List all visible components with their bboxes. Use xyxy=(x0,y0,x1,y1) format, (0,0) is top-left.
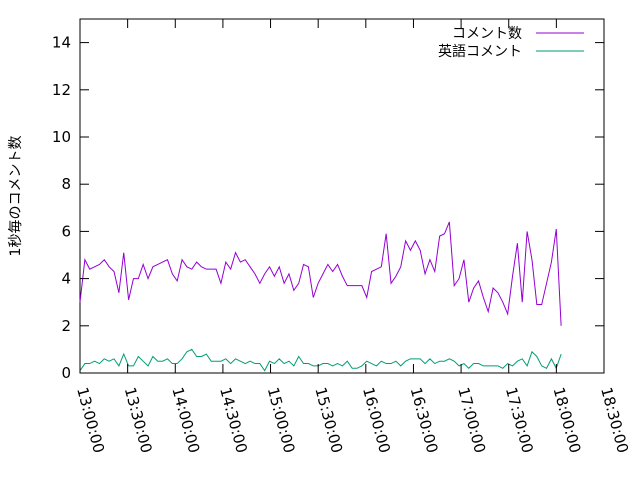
y-tick-label: 14 xyxy=(52,34,71,52)
x-tick-label: 16:00:00 xyxy=(359,385,394,455)
x-tick-label: 13:00:00 xyxy=(73,385,108,455)
x-tick-label: 17:30:00 xyxy=(502,385,537,455)
y-tick-label: 0 xyxy=(61,364,71,382)
x-tick-label: 15:00:00 xyxy=(264,385,299,455)
axes: 0 2 4 6 8 10 12 14 13:00:00 13:30:00 14:00:00 14:30… xyxy=(52,19,632,455)
y-tick-label: 4 xyxy=(61,270,71,288)
y-tick-label: 10 xyxy=(52,128,71,146)
y-tick-label: 12 xyxy=(52,81,71,99)
y-tick-label: 8 xyxy=(61,175,71,193)
legend-label: コメント数 xyxy=(452,26,522,42)
x-tick-label: 13:30:00 xyxy=(121,385,156,455)
x-tick-label: 14:00:00 xyxy=(168,385,203,455)
series-group xyxy=(79,221,562,372)
series-line-0 xyxy=(79,221,562,326)
legend-label: 英語コメント xyxy=(438,43,522,60)
x-tick-label: 14:30:00 xyxy=(216,385,251,455)
series-line-1 xyxy=(79,348,562,372)
x-tick-label: 15:30:00 xyxy=(311,385,346,455)
x-tick-label: 18:30:00 xyxy=(597,385,632,455)
x-tick-label: 17:00:00 xyxy=(454,385,489,455)
y-axis-label: 1秒毎のコメント数 xyxy=(8,136,24,257)
x-tick-label: 16:30:00 xyxy=(407,385,442,455)
plot-area xyxy=(79,18,605,374)
x-tick-label: 18:00:00 xyxy=(550,385,585,455)
plot-frame xyxy=(79,18,605,374)
y-tick-label: 6 xyxy=(61,222,71,240)
y-tick-label: 2 xyxy=(61,317,71,335)
